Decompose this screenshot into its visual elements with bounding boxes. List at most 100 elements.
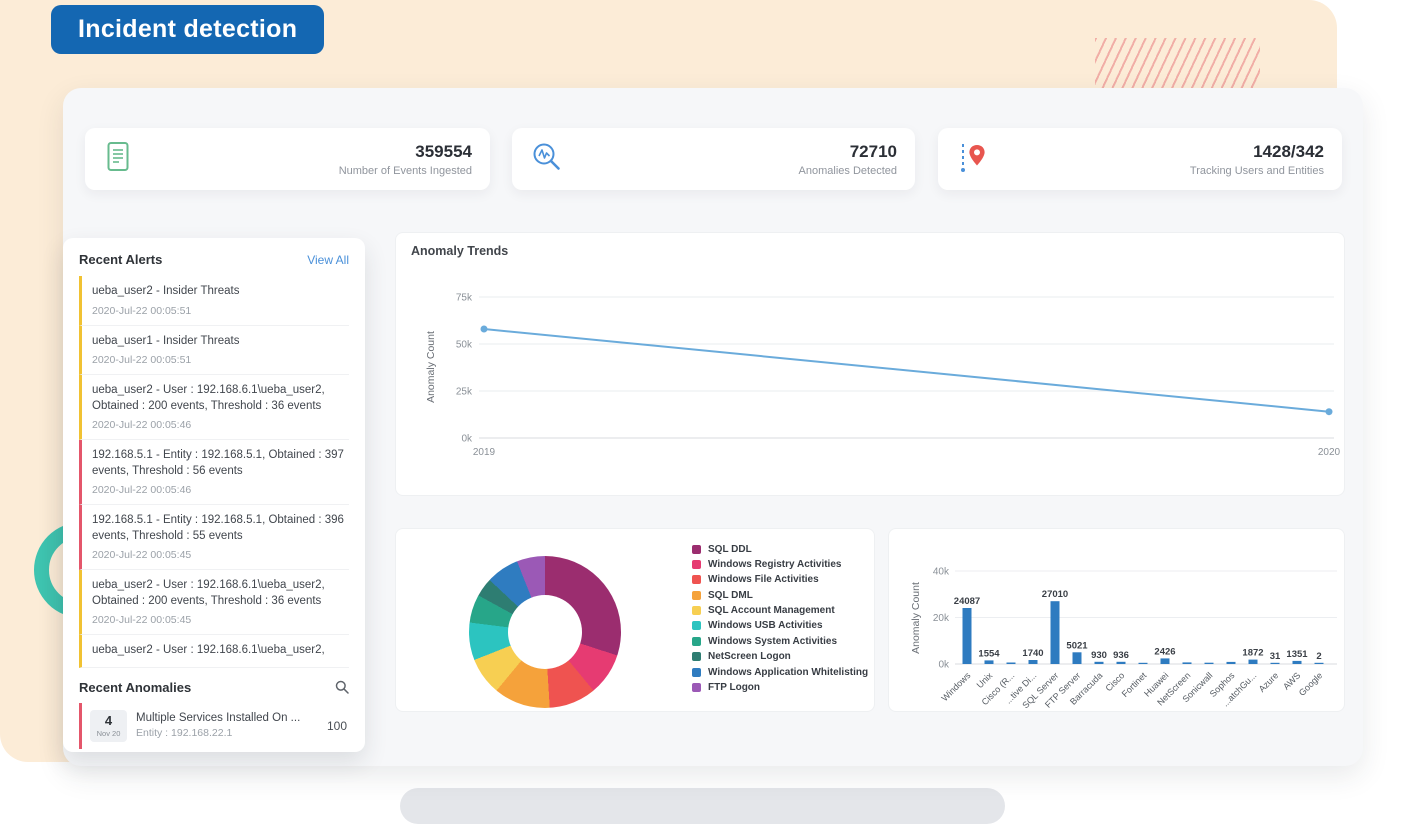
alert-text: 192.168.5.1 - Entity : 192.168.5.1, Obta… <box>92 514 344 542</box>
legend-label: SQL DML <box>708 589 753 601</box>
decor-bottom-bar <box>400 788 1005 824</box>
svg-text:930: 930 <box>1091 650 1107 661</box>
date-badge: 4 Nov 20 <box>90 709 127 742</box>
alert-timestamp: 2020-Jul-22 00:05:51 <box>92 354 192 367</box>
date-month: Nov 20 <box>96 728 121 738</box>
legend-label: Windows Application Whitelisting <box>708 666 869 678</box>
legend-swatch <box>692 606 701 616</box>
alert-text: ueba_user2 - User : 192.168.6.1\ueba_use… <box>92 644 325 657</box>
svg-text:25k: 25k <box>456 387 473 398</box>
legend-swatch <box>692 683 701 693</box>
svg-text:Azure: Azure <box>1257 670 1281 694</box>
search-icon[interactable] <box>335 680 349 694</box>
view-all-link[interactable]: View All <box>307 252 349 267</box>
svg-text:1740: 1740 <box>1022 648 1043 659</box>
legend-item: SQL Account Management <box>692 605 868 617</box>
legend-label: NetScreen Logon <box>708 651 791 663</box>
legend-label: Windows File Activities <box>708 574 819 586</box>
alert-timestamp: 2020-Jul-22 00:05:51 <box>92 304 192 317</box>
anomaly-title: Multiple Services Installed On ... <box>136 712 301 725</box>
svg-text:20k: 20k <box>933 613 950 624</box>
svg-text:40k: 40k <box>933 567 950 578</box>
svg-text:75k: 75k <box>456 293 473 304</box>
alert-item[interactable]: ueba_user1 - Insider Threats 2020-Jul-22 … <box>79 325 349 376</box>
alert-item[interactable]: ueba_user2 - Insider Threats 2020-Jul-22 … <box>79 276 349 326</box>
svg-text:27010: 27010 <box>1042 589 1068 600</box>
legend-label: SQL Account Management <box>708 605 835 617</box>
legend-label: Windows Registry Activities <box>708 558 842 570</box>
alert-item[interactable]: ueba_user2 - User : 192.168.6.1\ueba_use… <box>79 635 349 668</box>
svg-text:Anomaly Count: Anomaly Count <box>910 582 922 654</box>
alert-text: ueba_user2 - User : 192.168.6.1\ueba_use… <box>92 579 325 607</box>
recent-alerts-panel: Recent Alerts View All ueba_user2 - Insi… <box>63 238 365 752</box>
svg-text:2019: 2019 <box>473 447 496 458</box>
anomaly-categories-donut-chart <box>469 556 621 708</box>
recent-alerts-header: Recent Alerts View All <box>63 238 365 276</box>
recent-anomalies-list: 4 Nov 20 Multiple Services Installed On ..… <box>63 702 365 749</box>
svg-text:5021: 5021 <box>1066 640 1088 651</box>
legend-swatch <box>692 559 701 569</box>
page-title-badge: Incident detection <box>51 5 325 54</box>
legend-item: FTP Logon <box>692 682 868 694</box>
anomaly-sources-bar-chart: 0k 20k 40k 24087 Windows 1554 Unix Cisco (R... 1… <box>889 529 1344 711</box>
tracking-route-pin-icon <box>956 140 988 179</box>
svg-text:1872: 1872 <box>1242 648 1263 659</box>
anomaly-categories-card: SQL DDL Windows Registry Activities Window… <box>395 528 875 712</box>
svg-text:1554: 1554 <box>978 648 1000 659</box>
alert-item[interactable]: ueba_user2 - User : 192.168.6.1\ueba_use… <box>79 570 349 636</box>
alert-item[interactable]: 192.168.5.1 - Entity : 192.168.5.1, Obta… <box>79 440 349 506</box>
svg-text:0k: 0k <box>938 660 950 671</box>
recent-alerts-list: ueba_user2 - Insider Threats 2020-Jul-22 … <box>63 276 365 668</box>
legend-label: SQL DDL <box>708 543 752 555</box>
alert-timestamp: 2020-Jul-22 00:05:45 <box>92 614 192 627</box>
date-day: 4 <box>104 712 113 728</box>
legend-label: FTP Logon <box>708 682 761 694</box>
recent-anomalies-title: Recent Anomalies <box>79 679 192 695</box>
legend-swatch <box>692 621 701 631</box>
legend-item: Windows File Activities <box>692 574 868 586</box>
legend-item: Windows Application Whitelisting <box>692 666 869 678</box>
svg-text:50k: 50k <box>456 340 473 351</box>
alert-item[interactable]: ueba_user2 - User : 192.168.6.1\ueba_use… <box>79 375 349 441</box>
legend-item: Windows System Activities <box>692 636 868 647</box>
alert-item[interactable]: 192.168.5.1 - Entity : 192.168.5.1, Obta… <box>79 505 349 571</box>
svg-text:Anomaly Count: Anomaly Count <box>425 331 437 403</box>
stat-card-tracking: 1428/342 Tracking Users and Entities <box>938 128 1342 190</box>
alert-timestamp: 2020-Jul-22 00:05:46 <box>92 484 192 497</box>
svg-text:2426: 2426 <box>1154 646 1175 657</box>
alert-text: ueba_user2 - User : 192.168.6.1\ueba_use… <box>92 384 325 412</box>
events-ingested-label: Number of Events Ingested <box>338 164 472 177</box>
alert-timestamp: 2020-Jul-22 00:05:45 <box>92 549 192 562</box>
legend-swatch <box>692 544 701 554</box>
legend-item: SQL DML <box>692 589 868 601</box>
svg-text:31: 31 <box>1270 651 1281 662</box>
legend-swatch <box>692 590 701 600</box>
svg-text:Windows: Windows <box>940 670 973 703</box>
tracking-label: Tracking Users and Entities <box>1189 164 1324 177</box>
stat-card-anomalies: 72710 Anomalies Detected <box>512 128 915 190</box>
events-document-icon <box>103 140 133 179</box>
recent-anomalies-header: Recent Anomalies <box>63 668 365 703</box>
anomaly-score: 100 <box>326 718 347 733</box>
legend-swatch <box>692 667 701 677</box>
legend-item: Windows USB Activities <box>692 620 868 632</box>
legend-swatch <box>692 575 701 585</box>
decor-stripes <box>1095 38 1260 96</box>
alert-text: ueba_user2 - Insider Threats <box>92 285 240 297</box>
legend-swatch <box>692 652 701 662</box>
legend-item: SQL DDL <box>692 543 868 555</box>
legend-swatch <box>692 636 701 646</box>
legend-label: Windows USB Activities <box>708 620 823 632</box>
alert-timestamp: 2020-Jul-22 00:05:46 <box>92 419 192 432</box>
legend-item: Windows Registry Activities <box>692 558 868 570</box>
donut-hole <box>508 595 582 669</box>
anomalies-magnifier-icon <box>530 140 564 179</box>
anomaly-trends-title: Anomaly Trends <box>411 244 509 258</box>
svg-text:2020: 2020 <box>1318 447 1341 458</box>
legend-item: NetScreen Logon <box>692 651 868 663</box>
svg-text:0k: 0k <box>461 434 473 445</box>
stat-card-events: 359554 Number of Events Ingested <box>85 128 490 190</box>
anomaly-trends-line-chart: 0k 25k 50k 75k 2019 2020 Anomaly Count <box>396 233 1344 495</box>
recent-alerts-title: Recent Alerts <box>79 252 163 267</box>
anomaly-item[interactable]: 4 Nov 20 Multiple Services Installed On ..… <box>79 702 349 749</box>
